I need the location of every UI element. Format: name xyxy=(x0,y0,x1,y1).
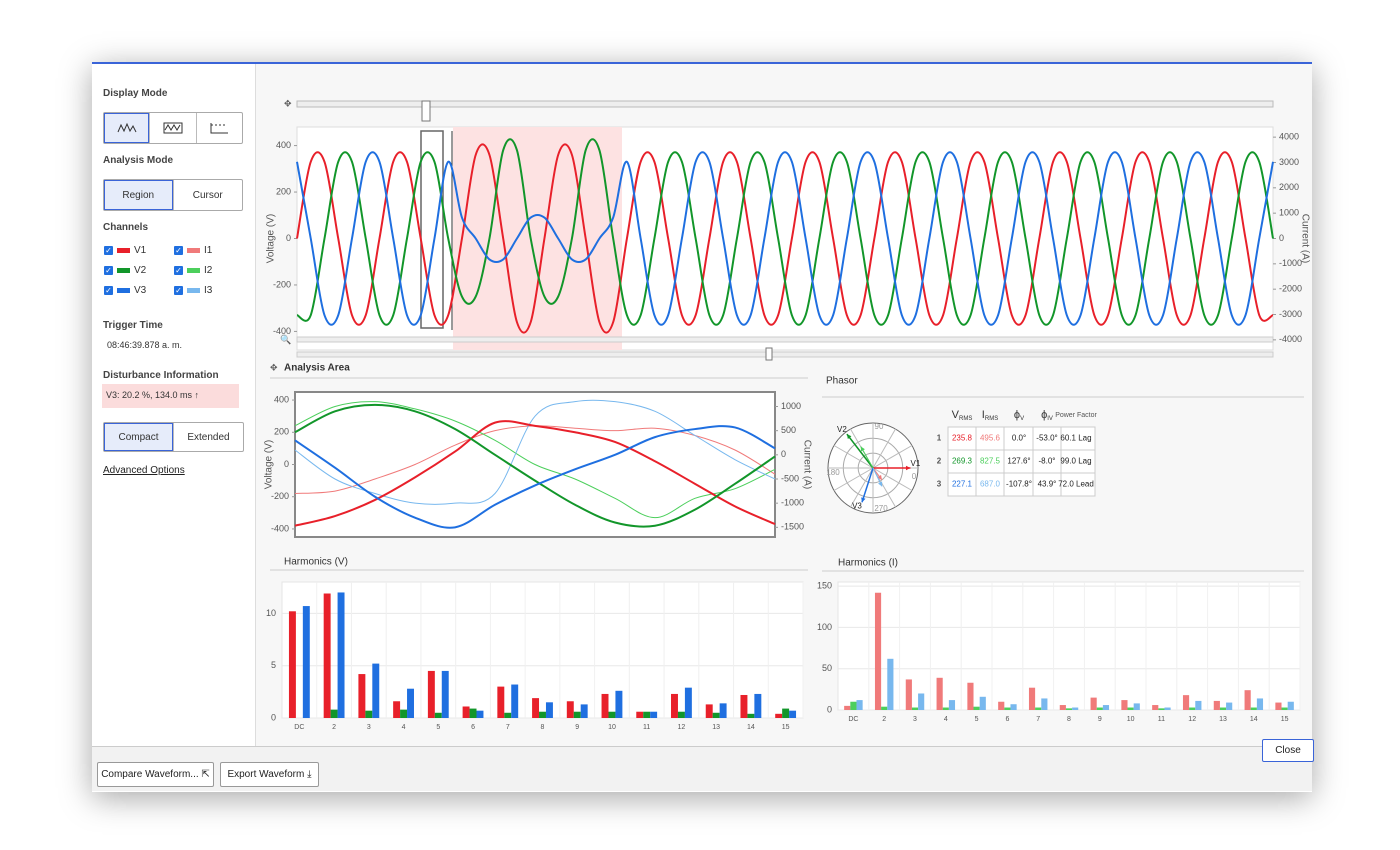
channel-swatch xyxy=(187,288,200,293)
region-button[interactable]: Region xyxy=(104,180,174,210)
checkbox[interactable]: ✓ xyxy=(174,286,183,295)
main-area xyxy=(256,64,1312,746)
advanced-link[interactable]: Advanced Options xyxy=(103,465,185,476)
icon xyxy=(163,122,183,134)
channel-name: I2 xyxy=(204,265,213,276)
channel-name: V1 xyxy=(134,245,147,256)
cursor-button[interactable]: Cursor xyxy=(192,189,223,201)
button-label: Compare Waveform... xyxy=(101,769,199,780)
checkbox[interactable]: ✓ xyxy=(104,286,113,295)
disturbance-box xyxy=(102,384,239,408)
channel-swatch xyxy=(117,248,130,253)
checkbox[interactable]: ✓ xyxy=(174,246,183,255)
button-label: Export Waveform xyxy=(227,769,305,780)
icon xyxy=(210,123,229,134)
compact-button[interactable]: Compact xyxy=(104,423,174,451)
channel-swatch xyxy=(117,268,130,273)
label: Trigger Time xyxy=(103,320,163,331)
channel-swatch xyxy=(187,248,200,253)
icon: ⤓ xyxy=(307,769,312,780)
icon: ⇱ xyxy=(201,769,210,780)
display-mode-toggle xyxy=(103,112,243,144)
analysis-mode-toggle: Region Cursor xyxy=(103,179,243,211)
channel-name: V2 xyxy=(134,265,147,276)
label: Channels xyxy=(103,222,149,233)
checkbox[interactable]: ✓ xyxy=(104,246,113,255)
channel-swatch xyxy=(117,288,130,293)
disturbance-info[interactable]: V3: 20.2 %, 134.0 ms ↑ xyxy=(106,390,200,400)
mode-button[interactable] xyxy=(197,113,242,143)
trigger-time: 08:46:39.878 a. m. xyxy=(107,340,183,350)
icon xyxy=(117,122,137,133)
channel-name: I3 xyxy=(204,285,213,296)
channel-swatch xyxy=(187,268,200,273)
mode-button[interactable] xyxy=(104,113,151,143)
mode-button[interactable] xyxy=(150,113,197,143)
checkbox[interactable]: ✓ xyxy=(174,266,183,275)
export-button[interactable]: Export Waveform ⤓ xyxy=(220,762,319,787)
label: Analysis Mode xyxy=(103,155,174,166)
label: Display Mode xyxy=(103,88,168,99)
extended-button[interactable]: Extended xyxy=(187,431,230,443)
label: Disturbance Information xyxy=(103,370,219,381)
compare-button[interactable]: Compare Waveform... ⇱ xyxy=(97,762,214,787)
view-toggle: Compact Extended xyxy=(103,422,244,452)
channel-name: V3 xyxy=(134,285,147,296)
channel-name: I1 xyxy=(204,245,213,256)
checkbox[interactable]: ✓ xyxy=(104,266,113,275)
close-button[interactable]: Close xyxy=(1262,739,1314,762)
